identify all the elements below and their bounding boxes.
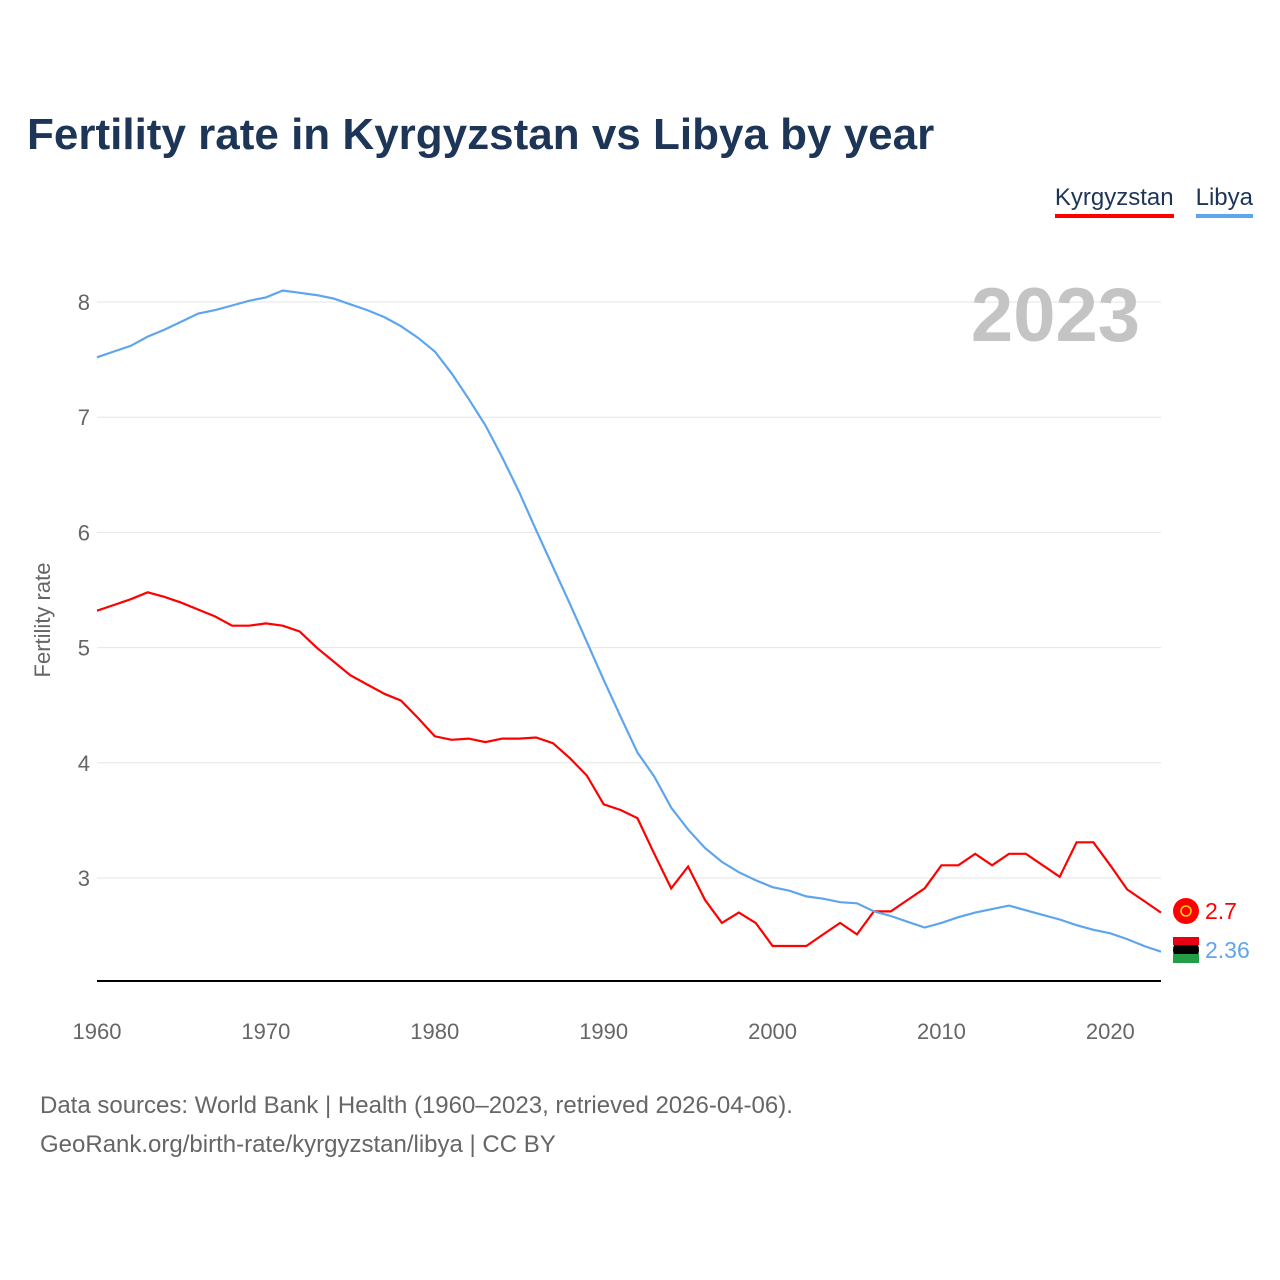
credit-link[interactable]: GeoRank.org/birth-rate/kyrgyzstan/libya … xyxy=(40,1131,556,1158)
y-tick-label: 7 xyxy=(78,405,90,430)
flag-stripe xyxy=(1173,937,1199,945)
y-tick-label: 6 xyxy=(78,520,90,545)
y-axis-label: Fertility rate xyxy=(30,563,55,678)
footer: Data sources: World Bank | Health (1960–… xyxy=(40,1086,793,1164)
flag-icon-kyrgyzstan xyxy=(1173,898,1199,924)
flag-stripe xyxy=(1173,954,1199,963)
y-tick-label: 8 xyxy=(78,290,90,315)
legend: Kyrgyzstan Libya xyxy=(1054,184,1253,218)
legend-libya[interactable]: Libya xyxy=(1195,184,1253,218)
x-tick-label: 2010 xyxy=(917,1019,966,1044)
x-tick-label: 1980 xyxy=(410,1019,459,1044)
y-tick-label: 4 xyxy=(78,751,90,776)
legend-kyrgyzstan[interactable]: Kyrgyzstan xyxy=(1054,184,1174,218)
x-tick-label: 1970 xyxy=(241,1019,290,1044)
series-line-libya xyxy=(96,289,1162,953)
end-value-label-kyrgyzstan: 2.7 xyxy=(1205,898,1237,924)
chart-title: Fertility rate in Kyrgyzstan vs Libya by… xyxy=(27,110,935,159)
year-watermark: 2023 xyxy=(971,273,1140,358)
x-tick-label: 2020 xyxy=(1086,1019,1135,1044)
x-tick-label: 1960 xyxy=(73,1019,122,1044)
y-tick-label: 3 xyxy=(78,866,90,891)
x-tick-label: 2000 xyxy=(748,1019,797,1044)
x-tick-label: 1990 xyxy=(579,1019,628,1044)
series-line-kyrgyzstan xyxy=(96,591,1162,948)
y-tick-label: 5 xyxy=(78,636,90,661)
flag-sun xyxy=(1180,905,1192,917)
end-value-label-libya: 2.36 xyxy=(1205,937,1250,963)
source-text: Data sources: World Bank | Health (1960–… xyxy=(40,1092,793,1119)
